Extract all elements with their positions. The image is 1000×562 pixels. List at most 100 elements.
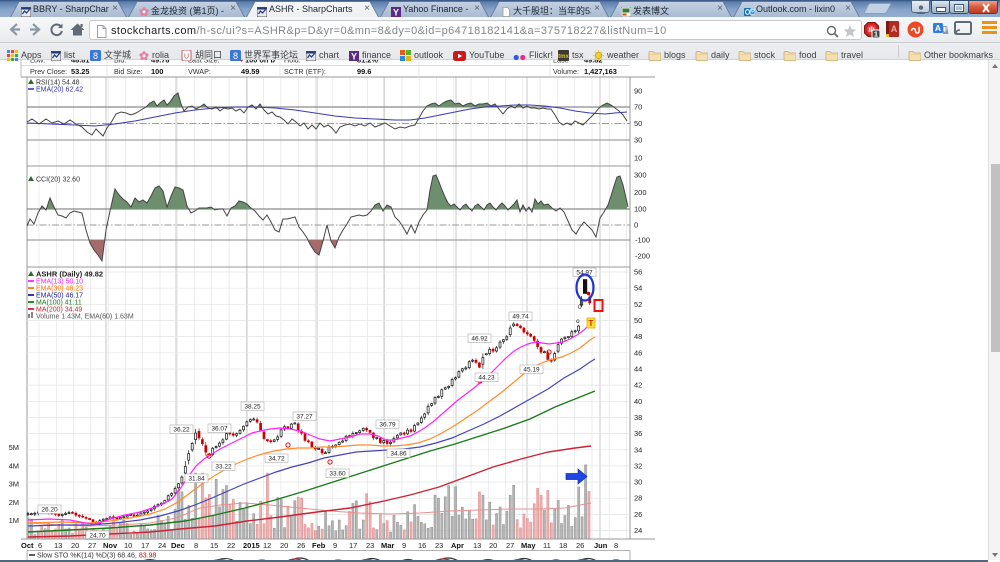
svg-text:-100: -100	[635, 236, 650, 245]
svg-text:A: A	[891, 24, 898, 34]
svg-text:20: 20	[280, 541, 288, 550]
svg-text:Mar: Mar	[381, 541, 394, 550]
svg-text:5M: 5M	[9, 443, 19, 452]
svg-text:10: 10	[124, 541, 132, 550]
svg-text:May: May	[521, 541, 536, 550]
svg-text:27: 27	[506, 541, 514, 550]
svg-text:8: 8	[194, 541, 198, 550]
svg-text:81.2%: 81.2%	[357, 56, 378, 65]
svg-text:100: 100	[151, 67, 163, 76]
svg-text:44: 44	[634, 365, 642, 374]
svg-text:16: 16	[418, 541, 426, 550]
svg-text:37.27: 37.27	[296, 414, 313, 421]
svg-text:56: 56	[634, 268, 642, 277]
svg-text:36.79: 36.79	[379, 422, 396, 429]
svg-text:34.86: 34.86	[390, 451, 407, 458]
svg-text:36: 36	[634, 429, 642, 438]
svg-text:Feb: Feb	[312, 541, 326, 550]
svg-text:T: T	[589, 319, 594, 328]
svg-text:53.25: 53.25	[71, 67, 90, 76]
svg-text:26.20: 26.20	[41, 507, 58, 514]
svg-text:33.22: 33.22	[215, 464, 232, 471]
svg-text:Volume 1.43M, EMA(60) 1.63M: Volume 1.43M, EMA(60) 1.63M	[36, 314, 134, 321]
svg-text:300: 300	[634, 171, 647, 180]
svg-text:27: 27	[88, 541, 96, 550]
svg-text:17: 17	[349, 541, 357, 550]
svg-text:38: 38	[634, 413, 642, 422]
svg-text:RSI(14) 54.48: RSI(14) 54.48	[36, 80, 80, 87]
svg-text:54.97: 54.97	[576, 270, 593, 277]
svg-text:32: 32	[634, 461, 642, 470]
svg-text:1: 1	[874, 30, 878, 39]
svg-text:1M: 1M	[9, 516, 19, 525]
svg-text:Volume:: Volume:	[553, 67, 579, 76]
svg-text:49.82: 49.82	[584, 56, 603, 65]
svg-text:54: 54	[634, 284, 642, 293]
svg-text:36.22: 36.22	[173, 427, 190, 434]
svg-text:17: 17	[141, 541, 149, 550]
svg-text:23: 23	[435, 541, 443, 550]
svg-text:A: A	[935, 23, 941, 33]
svg-text:Nov: Nov	[103, 541, 118, 550]
svg-text:8: 8	[614, 541, 618, 550]
svg-text:49.59: 49.59	[241, 67, 260, 76]
svg-text:8: 8	[233, 51, 238, 61]
svg-text:26: 26	[634, 510, 642, 519]
svg-text:44.23: 44.23	[478, 375, 495, 382]
svg-text:10: 10	[634, 154, 642, 163]
svg-text:200: 200	[634, 188, 647, 197]
svg-text:18: 18	[559, 541, 567, 550]
svg-text:11: 11	[543, 541, 551, 550]
svg-text:12: 12	[263, 541, 271, 550]
svg-text:33.60: 33.60	[329, 471, 346, 478]
svg-text:38.25: 38.25	[244, 404, 261, 411]
svg-text:46: 46	[634, 348, 642, 357]
svg-text:46.92: 46.92	[471, 336, 488, 343]
svg-text:1,427,163: 1,427,163	[584, 67, 617, 76]
svg-text:Dec: Dec	[171, 541, 185, 550]
svg-text:Bid Size:: Bid Size:	[114, 67, 142, 76]
svg-text:30: 30	[634, 478, 642, 487]
svg-text:90: 90	[634, 87, 642, 96]
svg-text:40: 40	[634, 397, 642, 406]
svg-text:0: 0	[578, 304, 582, 311]
svg-text:CCI(20) 32.60: CCI(20) 32.60	[36, 177, 80, 184]
svg-text:0: 0	[634, 221, 638, 230]
svg-text:100: 100	[634, 205, 647, 214]
svg-text:36.07: 36.07	[211, 426, 228, 433]
svg-text:Y: Y	[393, 8, 399, 18]
svg-text:Jun: Jun	[594, 541, 608, 550]
svg-text:Slow STO %K(14) %D(3) 68.46, 8: Slow STO %K(14) %D(3) 68.46, 83.98	[37, 553, 156, 560]
svg-text:Prev Close:: Prev Close:	[30, 67, 67, 76]
svg-text:Oct: Oct	[21, 541, 34, 550]
svg-text:34.72: 34.72	[268, 456, 285, 463]
svg-text:31.84: 31.84	[188, 476, 205, 483]
svg-text:ASHR (Daily) 49.82: ASHR (Daily) 49.82	[36, 270, 103, 279]
svg-text:VWAP:: VWAP:	[188, 67, 211, 76]
svg-text:49.78: 49.78	[151, 56, 170, 65]
svg-text:EMA(20) 62.42: EMA(20) 62.42	[36, 87, 83, 94]
svg-text:13: 13	[473, 541, 481, 550]
svg-text:70: 70	[634, 103, 642, 112]
svg-text:Low:: Low:	[30, 56, 45, 65]
svg-text:MA(100) 41.11: MA(100) 41.11	[36, 300, 82, 307]
svg-text:9: 9	[333, 541, 337, 550]
svg-text:26: 26	[297, 541, 305, 550]
svg-text:24: 24	[634, 526, 642, 535]
svg-text:26: 26	[576, 541, 584, 550]
svg-text:48.81: 48.81	[71, 56, 90, 65]
svg-text:3M: 3M	[9, 480, 19, 489]
svg-text:Y: Y	[351, 51, 357, 61]
svg-text:tmx: tmx	[558, 54, 569, 60]
svg-text:24: 24	[158, 541, 166, 550]
svg-text:2015: 2015	[243, 541, 260, 550]
svg-text:MA(200) 34.49: MA(200) 34.49	[36, 307, 82, 314]
svg-text:SCTR (ETF):: SCTR (ETF):	[284, 67, 326, 76]
svg-text:EMA(50) 46.17: EMA(50) 46.17	[36, 293, 83, 300]
svg-text:100 on b: 100 on b	[245, 56, 275, 65]
svg-text:2M: 2M	[9, 498, 19, 507]
svg-text:o: o	[576, 318, 580, 325]
svg-text:20: 20	[71, 541, 79, 550]
svg-text:50: 50	[634, 316, 642, 325]
svg-text:-200: -200	[635, 252, 650, 261]
